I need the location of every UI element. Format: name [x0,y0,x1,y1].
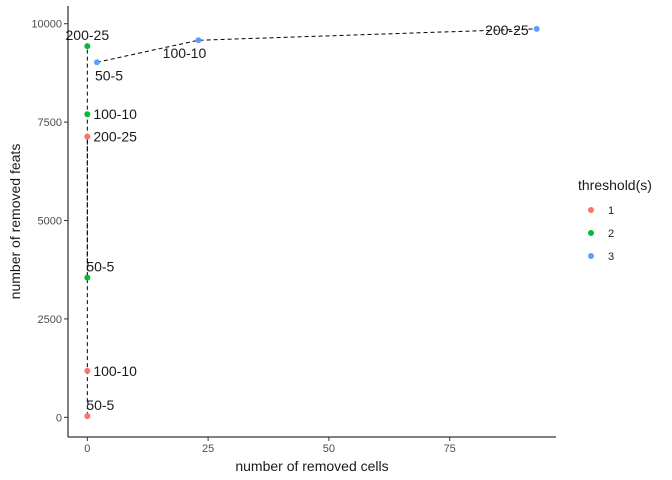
series-2-point [84,43,91,50]
legend: threshold(s) 1 2 3 [578,177,652,263]
legend-label: 1 [608,205,614,217]
y-axis-ticks: 0 2500 5000 7500 10000 [31,19,68,424]
x-axis-title: number of removed cells [235,458,388,474]
legend-key-2 [588,230,594,236]
legend-items: 1 2 3 [588,205,614,263]
series-3-point [93,59,100,66]
series-3-line [96,28,537,63]
point-label: 200-25 [66,27,110,43]
series-1-point [84,133,91,140]
trend-lines [86,28,537,417]
series-3-point [195,37,202,44]
series-2-point [84,274,91,281]
point-label: 100-10 [93,106,137,122]
y-tick-label: 10000 [31,19,62,31]
point-label: 100-10 [93,363,137,379]
x-tick-label: 75 [444,443,456,455]
y-tick-label: 7500 [38,117,62,129]
series-1-point [84,367,91,374]
y-tick-label: 5000 [38,216,62,228]
x-tick-label: 50 [323,443,335,455]
data-points [84,25,540,420]
series-1-point [84,413,91,420]
legend-key-1 [588,207,594,213]
point-label: 50-5 [95,67,123,83]
point-label: 200-25 [93,129,137,145]
y-axis-title: number of removed feats [7,144,23,300]
legend-key-3 [588,253,594,259]
series-2-point [84,111,91,118]
x-tick-label: 25 [202,443,214,455]
point-labels: 50-5 100-10 200-25 50-5 100-10 200-25 50-5 100-… [66,22,529,413]
point-label: 50-5 [86,397,114,413]
legend-label: 3 [608,251,614,263]
point-label: 100-10 [163,45,207,61]
point-label: 200-25 [485,22,529,38]
legend-title: threshold(s) [578,177,652,193]
legend-label: 2 [608,228,614,240]
point-label: 50-5 [86,259,114,275]
series-3-point [533,25,540,32]
y-tick-label: 0 [56,412,62,424]
y-tick-label: 2500 [38,314,62,326]
x-tick-label: 0 [84,443,90,455]
x-axis-ticks: 0 25 50 75 [84,437,456,455]
